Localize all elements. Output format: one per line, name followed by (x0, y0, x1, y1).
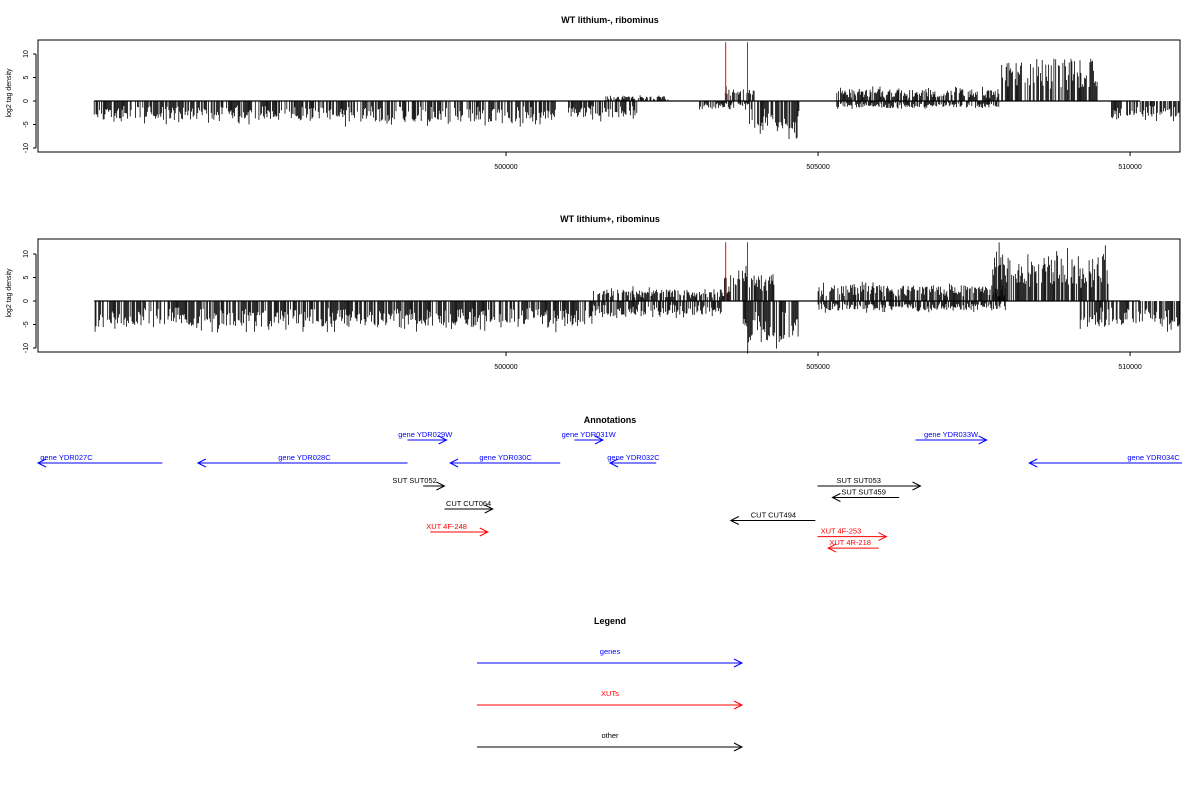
arrowhead-icon (733, 742, 744, 752)
legend-title: Legend (594, 616, 626, 626)
annotation-feature: gene YDR030C (449, 453, 561, 468)
track-panel-lithium-minus: WT lithium-, ribominus log2 tag density … (6, 15, 1181, 171)
arrowhead-icon (1028, 458, 1038, 468)
arrowhead-icon (436, 481, 446, 491)
annotation-feature: gene YDR033W (915, 430, 988, 445)
annotation-feature: gene YDR028C (196, 453, 408, 468)
x-tick-label: 510000 (1118, 364, 1141, 371)
legend-entries: genes XUTs other (477, 647, 744, 752)
y-tick-label: -5 (23, 321, 30, 327)
annotation-feature: gene YDR032C (607, 453, 660, 468)
feature-label: gene YDR027C (40, 453, 93, 462)
y-tick-label: 0 (23, 99, 30, 103)
feature-label: gene YDR034C (1127, 453, 1180, 462)
legend-entry: other (477, 731, 744, 752)
annotation-feature: SUT SUT053 (817, 476, 922, 491)
x-axis: 500000 505000 510000 (494, 152, 1142, 171)
annotations-panel: Annotations gene YDR027C gene YDR028Cgene… (36, 415, 1182, 553)
legend-entry: genes (477, 647, 744, 668)
feature-label: CUT CUT064 (446, 499, 491, 508)
annotation-feature: gene YDR031W (562, 430, 617, 445)
arrowhead-icon (36, 458, 47, 468)
feature-label: XUT 4F-253 (821, 527, 862, 536)
highlight-peaks (725, 42, 749, 101)
feature-label: gene YDR028C (278, 453, 331, 462)
arrowhead-icon (733, 658, 744, 668)
arrowhead-icon (484, 504, 494, 514)
feature-label: gene YDR031W (562, 430, 617, 439)
arrowhead-icon (831, 493, 841, 502)
feature-label: SUT SUT459 (841, 488, 885, 497)
y-axis-label: log2 tag density (6, 268, 13, 318)
feature-label: CUT CUT494 (751, 511, 796, 520)
arrowhead-icon (978, 435, 988, 445)
arrowhead-icon (479, 527, 489, 537)
x-tick-label: 505000 (806, 164, 829, 171)
arrowhead-icon (594, 435, 605, 445)
annotation-feature: XUT 4F-253 (817, 527, 888, 542)
x-tick-label: 505000 (806, 364, 829, 371)
arrowhead-icon (608, 458, 619, 468)
annotation-feature: CUT CUT494 (729, 511, 816, 525)
arrowhead-icon (878, 532, 888, 542)
plot-frame (37, 39, 1181, 153)
arrowhead-icon (912, 481, 922, 491)
arrowhead-icon (449, 458, 459, 468)
annotation-features: gene YDR027C gene YDR028C gene YDR029W gene… (36, 430, 1182, 553)
legend-label: other (601, 731, 619, 740)
panel-title: WT lithium+, ribominus (560, 214, 660, 224)
y-tick-label: 10 (23, 50, 30, 58)
annotation-feature: SUT SUT459 (831, 488, 900, 502)
annotation-feature: gene YDR027C (36, 453, 163, 468)
highlight-peaks (725, 242, 749, 301)
legend-label: XUTs (601, 689, 619, 698)
signal-bars (93, 58, 1181, 139)
legend-label: genes (600, 647, 621, 656)
y-axis: 10 5 0 -5 -10 (23, 50, 37, 153)
annotation-feature: XUT 4F-248 (426, 522, 489, 537)
y-tick-label: 5 (23, 275, 30, 279)
arrowhead-icon (729, 516, 740, 525)
legend: Legend genes XUTs other (477, 616, 744, 752)
feature-label: SUT SUT052 (392, 476, 436, 485)
track-panel-lithium-plus: WT lithium+, ribominus log2 tag density … (6, 214, 1181, 371)
x-tick-label: 500000 (494, 364, 517, 371)
feature-label: XUT 4R-218 (829, 538, 871, 547)
feature-label: SUT SUT053 (836, 476, 880, 485)
x-tick-label: 500000 (494, 164, 517, 171)
annotation-feature: XUT 4R-218 (827, 538, 879, 553)
arrowhead-icon (196, 458, 207, 468)
y-axis-label: log2 tag density (6, 68, 13, 118)
feature-label: gene YDR030C (479, 453, 532, 462)
annotation-feature: CUT CUT064 (444, 499, 494, 514)
y-tick-label: -10 (23, 343, 30, 353)
annotation-feature: SUT SUT052 (392, 476, 446, 491)
y-tick-label: -5 (23, 121, 30, 127)
legend-entry: XUTs (477, 689, 744, 710)
annotations-title: Annotations (584, 415, 637, 425)
x-axis: 500000 505000 510000 (494, 352, 1142, 371)
feature-label: gene YDR029W (398, 430, 453, 439)
panel-title: WT lithium-, ribominus (561, 15, 659, 25)
x-tick-label: 510000 (1118, 164, 1141, 171)
y-tick-label: -10 (23, 143, 30, 153)
y-tick-label: 10 (23, 250, 30, 258)
signal-bars (94, 242, 1180, 354)
annotation-feature: gene YDR034C (1028, 453, 1182, 468)
arrowhead-icon (827, 543, 837, 553)
arrowhead-icon (438, 435, 448, 445)
y-tick-label: 5 (23, 75, 30, 79)
y-tick-label: 0 (23, 299, 30, 303)
annotation-feature: gene YDR029W (398, 430, 453, 445)
y-axis: 10 5 0 -5 -10 (23, 250, 37, 353)
plot-frame (37, 238, 1181, 353)
feature-label: gene YDR032C (607, 453, 660, 462)
feature-label: XUT 4F-248 (426, 522, 467, 531)
arrowhead-icon (733, 700, 744, 710)
feature-label: gene YDR033W (924, 430, 979, 439)
